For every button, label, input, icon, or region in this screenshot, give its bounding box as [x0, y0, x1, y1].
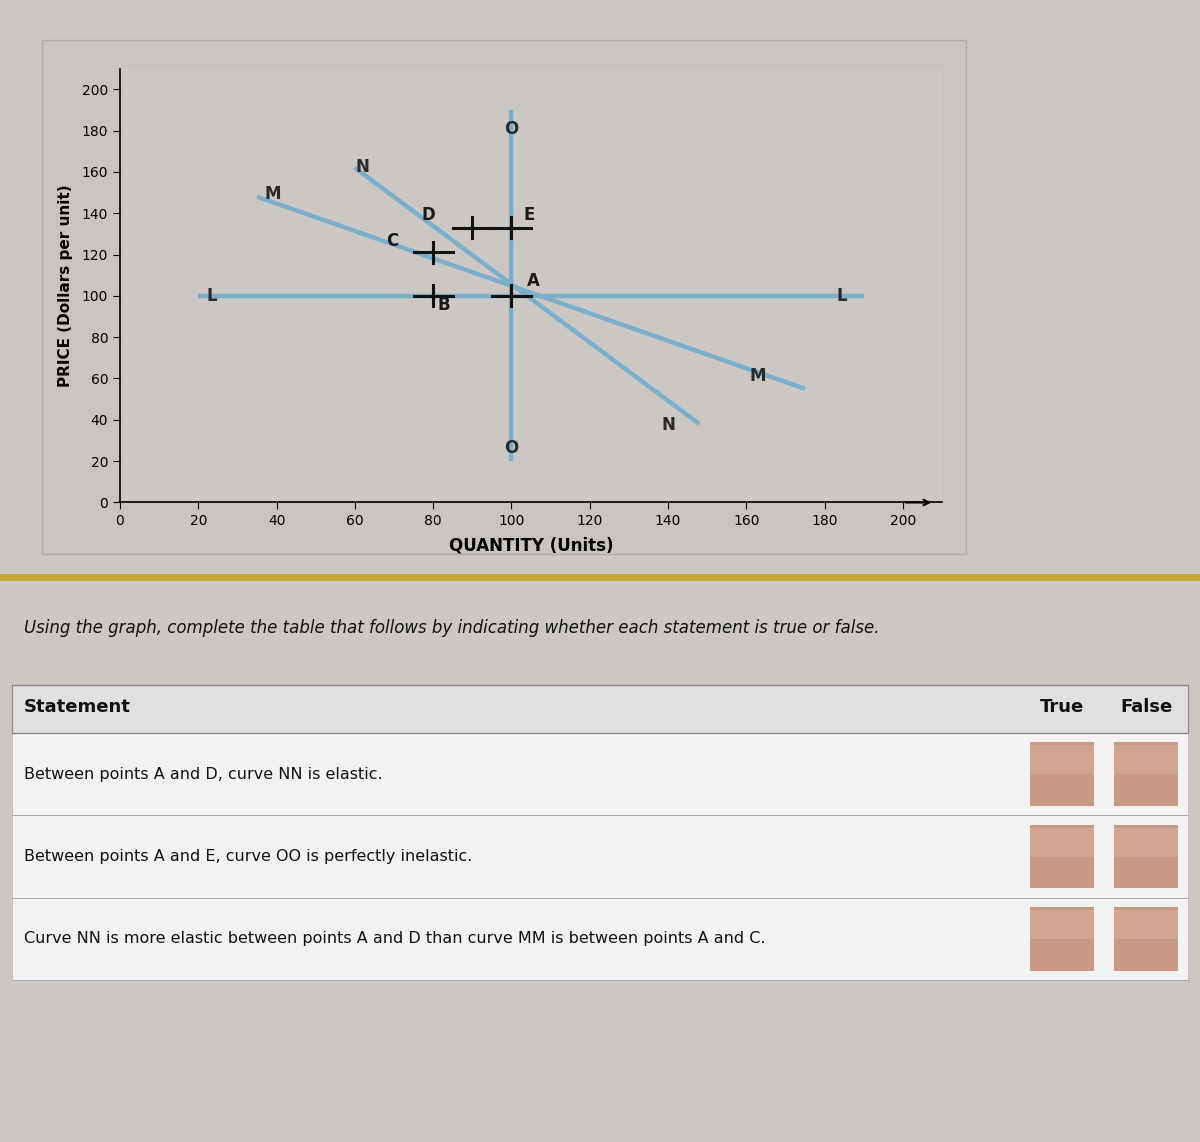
Text: O: O	[504, 120, 518, 138]
Text: False: False	[1120, 698, 1172, 716]
Text: N: N	[355, 158, 370, 176]
Text: A: A	[527, 272, 540, 290]
Text: L: L	[206, 287, 217, 305]
Text: M: M	[749, 367, 766, 385]
Text: Statement: Statement	[24, 698, 131, 716]
Text: C: C	[386, 232, 398, 250]
Text: True: True	[1040, 698, 1084, 716]
Text: L: L	[836, 287, 847, 305]
Text: O: O	[504, 439, 518, 457]
Y-axis label: PRICE (Dollars per unit): PRICE (Dollars per unit)	[59, 184, 73, 387]
Text: Between points A and D, curve NN is elastic.: Between points A and D, curve NN is elas…	[24, 766, 383, 782]
Text: E: E	[523, 206, 534, 224]
Text: D: D	[421, 206, 436, 224]
Text: N: N	[661, 416, 674, 434]
Text: Curve NN is more elastic between points A and D than curve MM is between points : Curve NN is more elastic between points …	[24, 931, 766, 947]
Text: Between points A and E, curve OO is perfectly inelastic.: Between points A and E, curve OO is perf…	[24, 849, 473, 864]
Text: B: B	[437, 297, 450, 314]
Text: M: M	[265, 185, 281, 203]
X-axis label: QUANTITY (Units): QUANTITY (Units)	[449, 537, 613, 555]
Text: Using the graph, complete the table that follows by indicating whether each stat: Using the graph, complete the table that…	[24, 619, 880, 637]
